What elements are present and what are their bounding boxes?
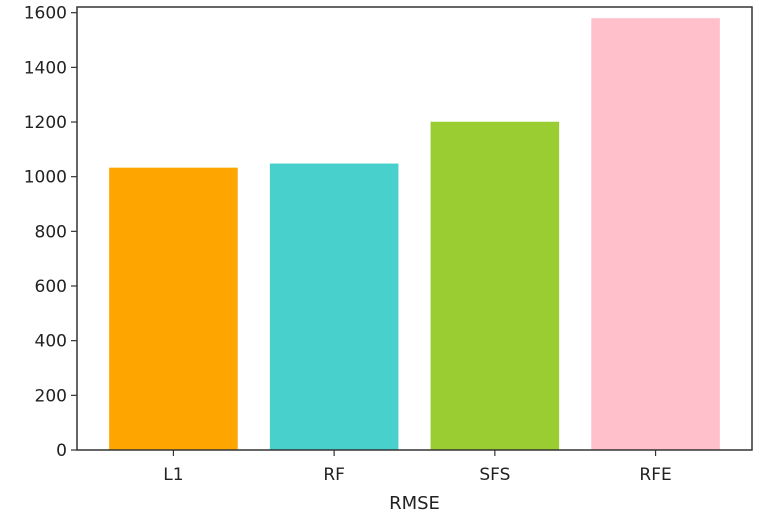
x-axis: L1 RF SFS RFE <box>163 450 672 485</box>
y-tick-label: 0 <box>56 441 67 461</box>
x-tick-label-l1: L1 <box>163 465 183 485</box>
bar-rfe <box>591 18 720 451</box>
y-tick-label: 600 <box>35 277 67 297</box>
bars-group <box>109 18 720 451</box>
y-tick-label: 1400 <box>24 58 67 78</box>
bar-l1 <box>109 167 238 450</box>
bar-sfs <box>430 121 560 450</box>
y-tick-label: 1600 <box>24 4 67 24</box>
y-tick-label: 200 <box>35 386 67 406</box>
x-tick-label-rf: RF <box>323 465 345 485</box>
y-axis: 0 200 400 600 800 1000 1200 1400 1600 <box>24 4 77 461</box>
x-tick-label-rfe: RFE <box>639 465 671 485</box>
y-tick-label: 1000 <box>24 168 67 188</box>
y-tick-label: 400 <box>35 332 67 352</box>
x-axis-label: RMSE <box>389 493 440 514</box>
plot-frame <box>76 6 753 451</box>
x-tick-label-sfs: SFS <box>479 465 510 485</box>
y-tick-label: 1200 <box>24 113 67 133</box>
y-tick-label: 800 <box>35 222 67 242</box>
bar-rf <box>269 163 399 451</box>
